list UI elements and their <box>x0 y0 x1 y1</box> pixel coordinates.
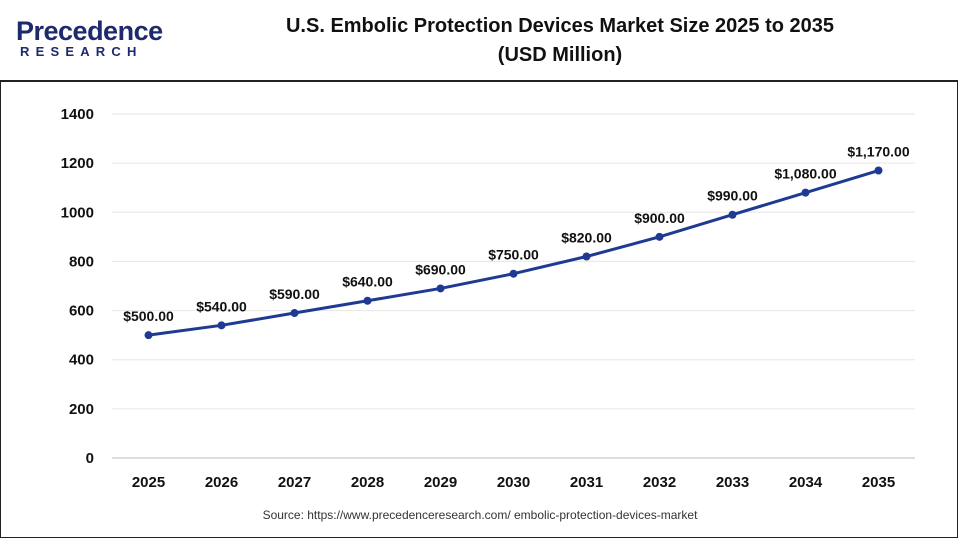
data-point <box>290 309 299 318</box>
x-tick-label: 2029 <box>424 474 457 491</box>
x-tick-label: 2034 <box>789 474 823 491</box>
data-label: $1,080.00 <box>774 166 836 182</box>
data-label: $750.00 <box>488 247 539 263</box>
data-point <box>874 166 883 175</box>
data-point <box>582 252 591 261</box>
data-point <box>801 188 810 197</box>
y-tick-label: 1400 <box>61 106 94 123</box>
y-tick-label: 0 <box>86 450 94 467</box>
data-label: $690.00 <box>415 261 466 277</box>
data-point <box>655 232 664 241</box>
source-note: Source: https://www.precedenceresearch.c… <box>262 508 698 522</box>
x-tick-label: 2033 <box>716 474 749 491</box>
y-tick-label: 800 <box>69 253 94 270</box>
x-tick-label: 2030 <box>497 474 530 491</box>
chart-title: U.S. Embolic Protection Devices Market S… <box>200 12 920 70</box>
x-tick-label: 2027 <box>278 474 311 491</box>
data-point <box>728 210 737 219</box>
logo-subtitle: RESEARCH <box>20 44 143 59</box>
chart-title-line1: U.S. Embolic Protection Devices Market S… <box>285 15 834 37</box>
y-tick-label: 200 <box>69 401 94 418</box>
x-tick-label: 2026 <box>205 474 238 491</box>
data-label: $990.00 <box>707 188 758 204</box>
y-tick-label: 600 <box>69 303 94 320</box>
data-label: $820.00 <box>561 230 612 246</box>
data-label: $1,170.00 <box>847 144 909 160</box>
x-tick-label: 2032 <box>643 474 676 491</box>
data-label: $900.00 <box>634 210 685 226</box>
data-label: $590.00 <box>269 286 320 302</box>
y-tick-label: 1200 <box>61 155 94 172</box>
data-point <box>436 284 445 293</box>
logo-wordmark: Precedence <box>16 16 163 46</box>
data-point <box>144 331 153 340</box>
data-point <box>217 321 226 330</box>
data-label: $500.00 <box>123 308 174 324</box>
x-tick-label: 2025 <box>132 474 165 491</box>
x-tick-label: 2031 <box>570 474 603 491</box>
data-label: $640.00 <box>342 274 393 290</box>
data-point <box>509 269 518 278</box>
precedence-research-logo: Precedence RESEARCH <box>16 14 166 66</box>
data-label: $540.00 <box>196 298 247 314</box>
x-tick-label: 2028 <box>351 474 384 491</box>
y-tick-label: 1000 <box>61 204 94 221</box>
chart-header: Precedence RESEARCH U.S. Embolic Protect… <box>0 0 958 82</box>
x-tick-label: 2035 <box>862 474 895 491</box>
chart-title-line2: (USD Million) <box>497 44 623 66</box>
y-tick-label: 400 <box>69 352 94 369</box>
data-point <box>363 296 372 305</box>
